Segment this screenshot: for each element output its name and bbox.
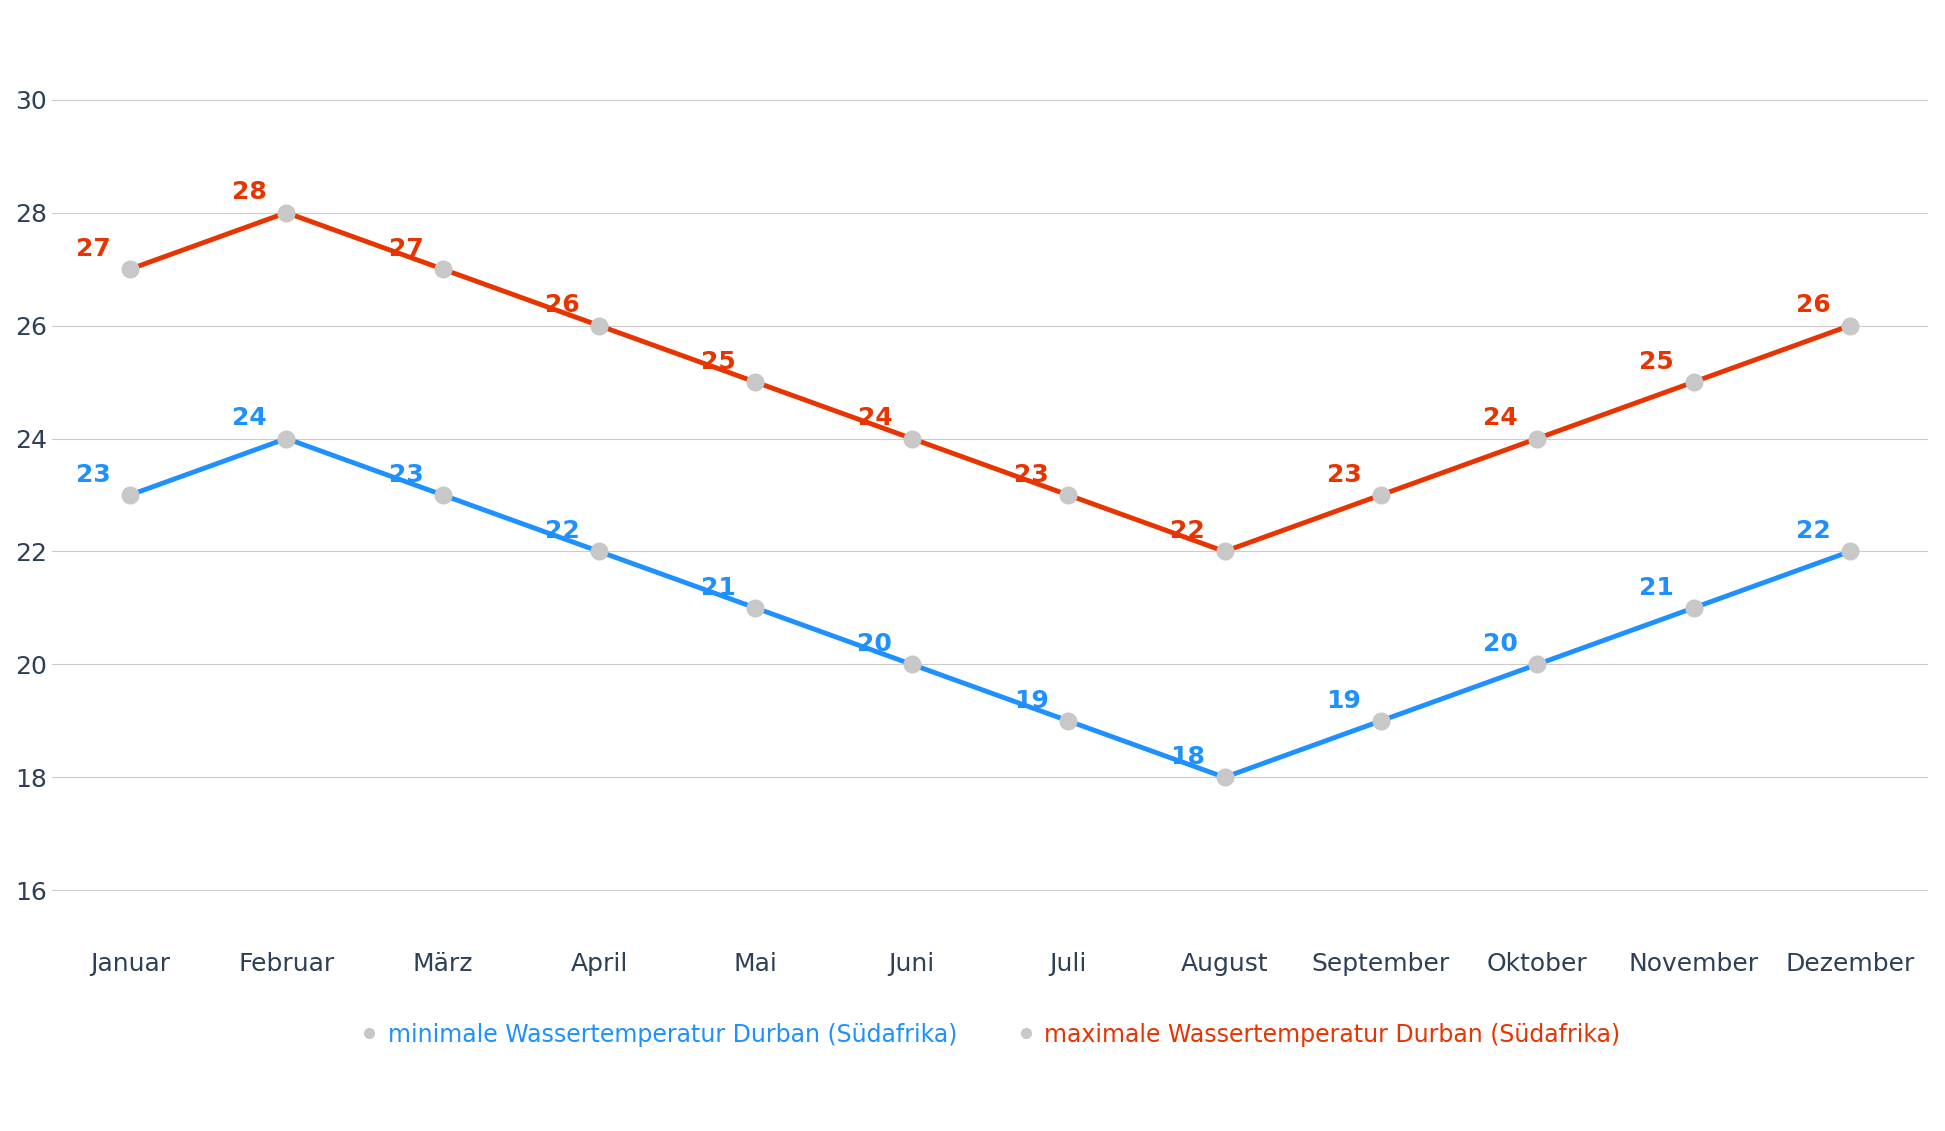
Text: 20: 20 [1482,632,1517,656]
minimale Wassertemperatur Durban (Südafrika) [1369,714,1393,727]
Text: 23: 23 [389,463,424,486]
maximale Wassertemperatur Durban (Südafrika) [1838,319,1861,333]
Text: 26: 26 [545,293,580,317]
minimale Wassertemperatur Durban (Südafrika) [901,657,924,671]
maximale Wassertemperatur Durban (Südafrika) [587,319,611,333]
Text: 27: 27 [389,236,424,261]
Text: 21: 21 [700,576,735,599]
Text: 18: 18 [1171,745,1206,769]
Text: 22: 22 [1171,519,1206,543]
maximale Wassertemperatur Durban (Südafrika) [119,262,142,276]
Text: 27: 27 [76,236,111,261]
Text: 26: 26 [1795,293,1830,317]
Text: 24: 24 [231,406,266,430]
Text: 23: 23 [76,463,111,486]
Legend: minimale Wassertemperatur Durban (Südafrika), maximale Wassertemperatur Durban (: minimale Wassertemperatur Durban (Südafr… [350,1013,1630,1056]
maximale Wassertemperatur Durban (Südafrika) [901,432,924,446]
minimale Wassertemperatur Durban (Südafrika) [119,489,142,502]
Line: maximale Wassertemperatur Durban (Südafrika): maximale Wassertemperatur Durban (Südafr… [123,205,1857,560]
minimale Wassertemperatur Durban (Südafrika) [743,602,766,615]
minimale Wassertemperatur Durban (Südafrika) [1682,602,1706,615]
maximale Wassertemperatur Durban (Südafrika) [743,375,766,389]
Text: 23: 23 [1013,463,1048,486]
Text: 24: 24 [858,406,893,430]
Text: 20: 20 [858,632,893,656]
maximale Wassertemperatur Durban (Südafrika) [1369,489,1393,502]
maximale Wassertemperatur Durban (Südafrika) [274,206,298,219]
Text: 22: 22 [1795,519,1830,543]
Text: 22: 22 [545,519,580,543]
minimale Wassertemperatur Durban (Südafrika) [587,545,611,559]
Text: 25: 25 [1640,349,1675,373]
maximale Wassertemperatur Durban (Südafrika) [432,262,455,276]
minimale Wassertemperatur Durban (Südafrika) [1838,545,1861,559]
Text: 28: 28 [231,180,266,205]
maximale Wassertemperatur Durban (Südafrika) [1525,432,1548,446]
Text: 25: 25 [702,349,735,373]
maximale Wassertemperatur Durban (Südafrika) [1214,545,1237,559]
minimale Wassertemperatur Durban (Südafrika) [1525,657,1548,671]
Line: minimale Wassertemperatur Durban (Südafrika): minimale Wassertemperatur Durban (Südafr… [123,430,1857,786]
Text: 19: 19 [1326,689,1361,713]
minimale Wassertemperatur Durban (Südafrika) [274,432,298,446]
Text: 24: 24 [1482,406,1517,430]
Text: 21: 21 [1640,576,1675,599]
maximale Wassertemperatur Durban (Südafrika) [1056,489,1079,502]
Text: 23: 23 [1326,463,1361,486]
maximale Wassertemperatur Durban (Südafrika) [1682,375,1706,389]
Text: 19: 19 [1013,689,1048,713]
minimale Wassertemperatur Durban (Südafrika) [1214,770,1237,784]
minimale Wassertemperatur Durban (Südafrika) [432,489,455,502]
minimale Wassertemperatur Durban (Südafrika) [1056,714,1079,727]
